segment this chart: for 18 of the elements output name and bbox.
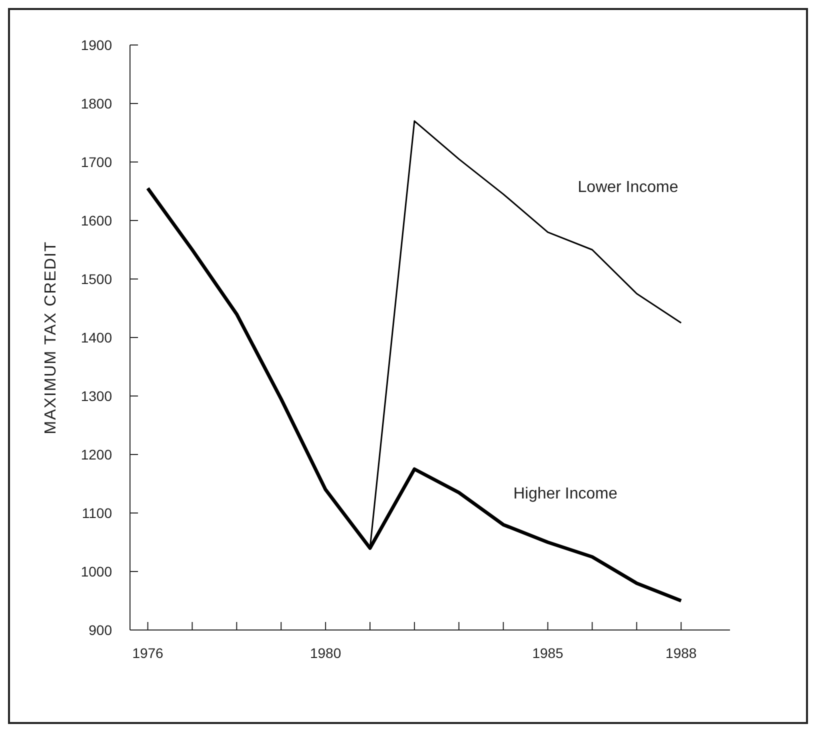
series-label: Higher Income bbox=[513, 486, 618, 503]
y-axis-title: MAXIMUM TAX CREDIT bbox=[42, 240, 60, 434]
y-tick-label: 1900 bbox=[80, 36, 112, 53]
text: Lower Income bbox=[578, 179, 678, 196]
y-tick-label: 1000 bbox=[80, 563, 112, 580]
x-tick-label: 1988 bbox=[666, 644, 697, 661]
y-tick-label: 900 bbox=[88, 622, 112, 638]
y-tick-label: 1800 bbox=[80, 95, 112, 112]
y-tick-label: 1400 bbox=[80, 329, 112, 346]
x-tick-label: 1980 bbox=[310, 644, 342, 661]
y-tick-label: 1300 bbox=[80, 388, 112, 404]
y-tick-label: 1200 bbox=[80, 446, 112, 462]
y-tick-label: 1700 bbox=[80, 154, 112, 170]
y-tick-label: 1600 bbox=[80, 212, 112, 228]
y-tick-label: 1100 bbox=[82, 504, 112, 521]
x-tick-label: 1976 bbox=[132, 644, 164, 661]
y-tick-label: 1500 bbox=[80, 270, 112, 287]
x-tick-label: 1985 bbox=[532, 644, 564, 661]
